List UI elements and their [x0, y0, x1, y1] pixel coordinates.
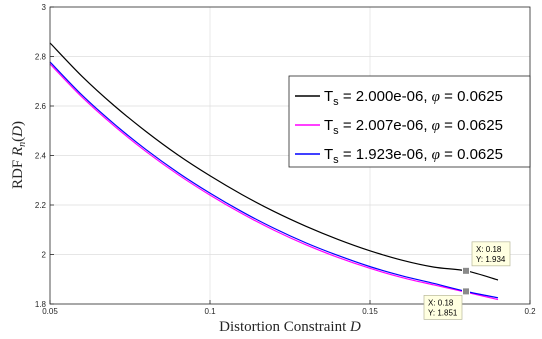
legend-label-1: Ts = 2.000e-06, φ = 0.0625 — [324, 88, 503, 108]
y-tick-label: 1.8 — [35, 300, 47, 309]
y-tick-label: 3 — [42, 3, 47, 12]
datatip-text: Y: 1.851 — [428, 308, 458, 317]
y-tick-label: 2.2 — [35, 201, 47, 210]
series-line-3 — [49, 61, 499, 299]
y-tick-label: 2.8 — [35, 53, 47, 62]
datatip-text: Y: 1.934 — [476, 255, 506, 264]
series-lines — [49, 42, 499, 301]
axis-ticks: 0.05 0.1 0.15 0.2 1.8 2 2.2 2.4 2.6 2.8 3 — [35, 3, 536, 316]
datatip-marker — [462, 287, 470, 296]
datatip-text: X: 0.18 — [476, 245, 502, 254]
x-tick-label: 0.05 — [42, 307, 58, 316]
x-axis-label: Distortion Constraint D — [219, 319, 361, 335]
series-line-1 — [49, 42, 499, 281]
y-tick-label: 2.4 — [35, 152, 47, 161]
datatip-text: X: 0.18 — [428, 298, 454, 307]
datatip-1: X: 0.18Y: 1.934 — [462, 241, 511, 275]
datatip-box — [471, 241, 511, 267]
series-line-2 — [49, 63, 499, 301]
legend-box — [288, 75, 531, 168]
legend: Ts = 2.000e-06, φ = 0.0625 Ts = 2.007e-06… — [288, 75, 531, 168]
legend-label-2: Ts = 2.007e-06, φ = 0.0625 — [324, 117, 503, 137]
legend-label-3: Ts = 1.923e-06, φ = 0.0625 — [324, 146, 503, 166]
datatip-marker — [462, 266, 470, 275]
y-tick-label: 2.6 — [35, 102, 47, 111]
y-tick-label: 2 — [42, 251, 47, 260]
datatip-2: X: 0.18Y: 1.851 — [423, 287, 470, 320]
datatip-box — [423, 295, 463, 320]
x-tick-label: 0.1 — [204, 307, 216, 316]
x-tick-label: 0.15 — [362, 307, 378, 316]
x-tick-label: 0.2 — [524, 307, 536, 316]
y-axis-label: RDF Rn(D) — [10, 121, 28, 189]
